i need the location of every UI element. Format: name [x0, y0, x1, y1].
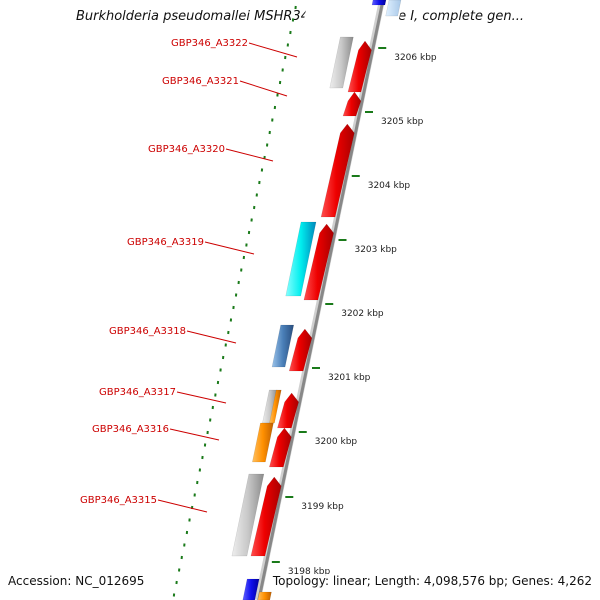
gene-labels-layer[interactable]: GBP346_A3322 GBP346_A3321 GBP346_A3320 GBP3…	[80, 38, 298, 513]
tick-label: 3199 kbp	[301, 502, 344, 512]
leader-line	[186, 330, 237, 344]
gene-a3321-forward[interactable]	[342, 91, 362, 117]
gene-a3315-inner[interactable]	[231, 473, 265, 557]
backbone-layer	[183, 0, 403, 600]
gene-label[interactable]: GBP346_A3322	[171, 38, 248, 49]
gene-a3319-forward[interactable]	[303, 223, 334, 301]
gene-a3322-inner[interactable]	[329, 36, 354, 89]
gene-label[interactable]: GBP346_A3319	[127, 237, 204, 248]
tick-label: 3202 kbp	[341, 309, 384, 319]
map-title: Burkholderia pseudomallei MSHR346 chromo…	[75, 9, 525, 24]
gene-a3316-inner[interactable]	[252, 422, 274, 463]
gene-bottom-orange[interactable]	[257, 591, 272, 600]
gene-top-lightblue[interactable]	[385, 0, 402, 17]
tick-label: 3200 kbp	[315, 437, 358, 447]
left-dotted-guide	[172, 5, 297, 597]
tick-label: 3206 kbp	[394, 53, 437, 63]
tick-label: 3204 kbp	[368, 181, 411, 191]
feature-lane	[183, 0, 403, 600]
gene-a3320-forward[interactable]	[320, 123, 355, 218]
gene-label[interactable]: GBP346_A3315	[80, 495, 157, 506]
backbone-line	[257, 0, 385, 600]
leader-line	[239, 80, 288, 97]
tick-label: 3201 kbp	[328, 373, 371, 383]
leader-line	[157, 499, 208, 513]
gene-label[interactable]: GBP346_A3321	[162, 76, 239, 87]
leader-line	[176, 391, 227, 404]
accession-text: Accession: NC_012695	[8, 574, 145, 588]
gene-a3318-inner[interactable]	[271, 324, 295, 368]
gene-a3317-inner-2[interactable]	[269, 389, 282, 424]
gene-top-blue[interactable]	[371, 0, 387, 6]
tick-label: 3203 kbp	[354, 245, 397, 255]
leader-line	[225, 148, 274, 162]
gene-a3319-inner[interactable]	[285, 221, 317, 297]
leader-line	[169, 428, 220, 441]
leader-line	[248, 42, 298, 58]
gene-label[interactable]: GBP346_A3317	[99, 387, 176, 398]
gene-a3315-forward[interactable]	[250, 476, 282, 557]
genes-layer[interactable]	[231, 0, 402, 600]
summary-text: Topology: linear; Length: 4,098,576 bp; …	[272, 574, 592, 588]
gene-a3316-forward[interactable]	[269, 427, 292, 468]
gene-bottom-blue[interactable]	[242, 578, 260, 600]
gene-label[interactable]: GBP346_A3320	[148, 144, 225, 155]
leader-line	[204, 241, 255, 255]
gene-a3318-forward[interactable]	[288, 328, 313, 372]
gene-label[interactable]: GBP346_A3318	[109, 326, 186, 337]
tick-label: 3198 kbp	[288, 567, 331, 577]
ticks-layer: 3206 kbp 3205 kbp 3204 kbp 3203 kbp 3202 kbp…	[271, 47, 437, 577]
tick-label: 3205 kbp	[381, 117, 424, 127]
gene-label[interactable]: GBP346_A3316	[92, 424, 169, 435]
